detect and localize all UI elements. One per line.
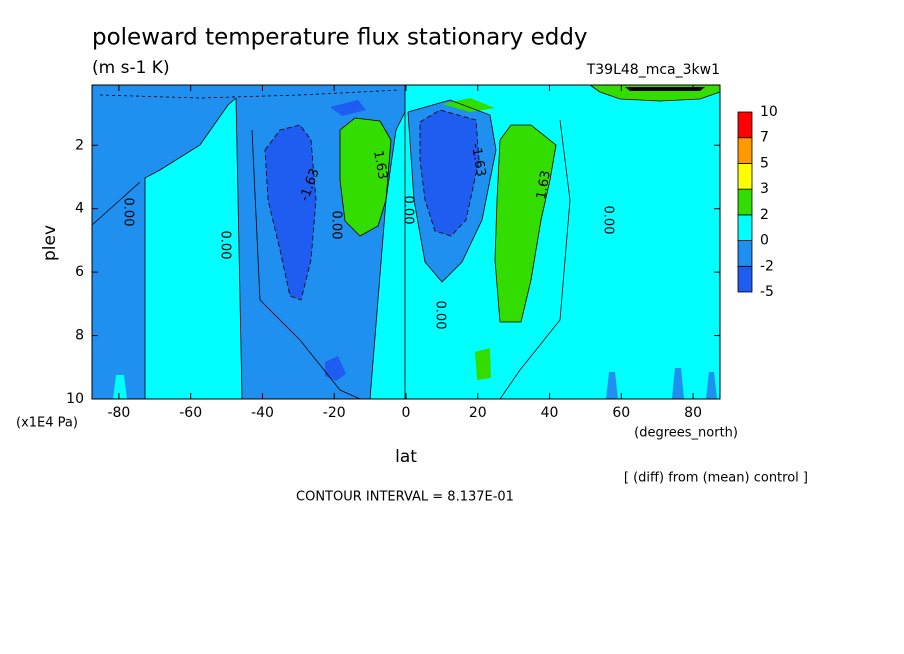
contour-line	[264, 124, 317, 301]
x-tick-label: 60	[612, 405, 630, 421]
colorbar-band	[737, 137, 753, 164]
x-tick-label: 0	[402, 405, 411, 421]
x-units: (degrees_north)	[634, 426, 738, 441]
colorbar-band	[737, 188, 753, 216]
colorbar-label: 2	[760, 207, 769, 223]
y-tick-label: 6	[75, 264, 84, 280]
neutral-region	[145, 98, 242, 399]
colorbar-label: -2	[760, 258, 774, 274]
x-tick-label: -60	[179, 405, 202, 421]
negative-region	[706, 372, 717, 399]
strong-negative-region	[420, 110, 479, 236]
dataset: T39L48_mca_3kw1	[586, 62, 720, 78]
y-tick-label: 2	[75, 137, 84, 153]
colorbar-label: -5	[760, 284, 774, 300]
positive-region	[475, 348, 491, 380]
colorbar-band	[737, 265, 753, 293]
contour-label: 1.63	[534, 169, 554, 200]
contour-line	[91, 181, 141, 226]
neutral-region	[113, 375, 127, 399]
contour-label: 0.00	[329, 211, 344, 240]
contour-line	[235, 97, 243, 400]
units: (m s-1 K)	[92, 58, 170, 78]
x-tick-label: -20	[323, 405, 346, 421]
y-units: (x1E4 Pa)	[16, 416, 78, 431]
x-tick-label: -40	[251, 405, 274, 421]
strong-negative-region	[330, 100, 366, 116]
x-label: lat	[395, 447, 417, 467]
contour-label: -1.63	[468, 142, 489, 178]
x-tick-label: 20	[469, 405, 487, 421]
contour-field	[91, 84, 721, 400]
contour-line	[589, 84, 721, 102]
colorbar-label: 10	[760, 104, 778, 120]
negative-region	[606, 372, 618, 399]
contour-line	[407, 99, 497, 283]
contour-line	[494, 124, 557, 323]
contour-line	[99, 89, 401, 99]
y-label: plev	[40, 225, 60, 261]
positive-region	[340, 118, 391, 236]
x-tick-label: 40	[541, 405, 559, 421]
x-tick-label: -80	[107, 405, 130, 421]
y-tick-label: 10	[66, 391, 84, 407]
contour-line	[144, 97, 237, 399]
strong-negative-region	[325, 356, 346, 381]
contour-label: 0.00	[218, 231, 233, 260]
colorbar-band	[737, 163, 753, 190]
positive-region	[442, 98, 495, 112]
note: [ (diff) from (mean) control ]	[624, 471, 808, 486]
contour-label: 0.00	[433, 301, 448, 330]
negative-region	[672, 368, 684, 399]
chart-title: poleward temperature flux stationary edd…	[92, 25, 588, 51]
contour-line	[339, 117, 392, 237]
colorbar-band	[737, 214, 753, 241]
colorbar-label: 5	[760, 155, 769, 171]
neutral-region	[158, 375, 172, 399]
contour-label: 1.63	[370, 149, 390, 180]
colorbar-band	[737, 111, 753, 139]
y-tick-label: 4	[75, 201, 84, 217]
contour-line	[419, 109, 480, 237]
contour-line	[499, 119, 571, 400]
x-tick-label: 80	[684, 405, 702, 421]
extreme-region	[625, 87, 705, 91]
contour-label: 0.00	[401, 196, 416, 225]
colorbar-band	[737, 240, 753, 267]
colorbar-label: 0	[760, 233, 769, 249]
colorbar-label: 7	[760, 130, 769, 146]
contour-label: 0.00	[121, 198, 136, 227]
contour-line	[251, 129, 361, 400]
contour-label: 0.00	[601, 206, 616, 235]
y-tick-label: 8	[75, 328, 84, 344]
contour-interval: CONTOUR INTERVAL = 8.137E-01	[296, 490, 514, 505]
colorbar-label: 3	[760, 181, 769, 197]
strong-negative-region	[265, 125, 316, 300]
positive-region	[495, 125, 556, 322]
